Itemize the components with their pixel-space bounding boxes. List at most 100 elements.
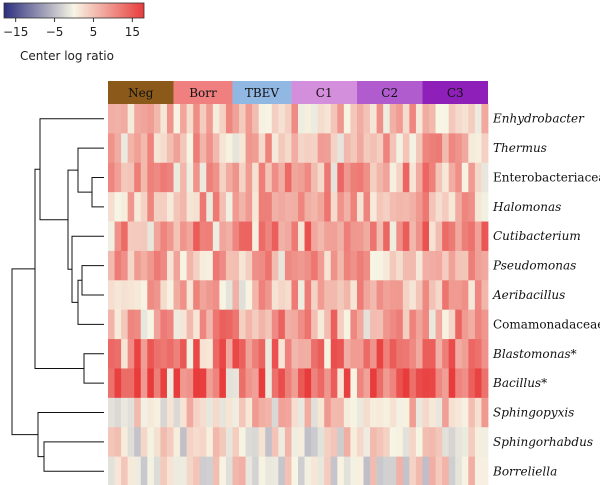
heatmap-cell (180, 427, 188, 458)
heatmap-cell (415, 280, 423, 311)
heatmap-cell (193, 397, 201, 428)
heatmap-cell (468, 133, 476, 164)
heatmap-cell (206, 162, 214, 193)
heatmap-cell (193, 427, 201, 458)
heatmap-cell (298, 250, 305, 281)
heatmap-cell (409, 104, 417, 134)
heatmap-cell (370, 427, 378, 458)
heatmap-cell (415, 368, 423, 399)
heatmap-cell (206, 427, 214, 458)
heatmap-cell (330, 427, 338, 458)
heatmap-cell (363, 427, 371, 458)
row-dendrogram (11, 118, 104, 472)
heatmap-cell (284, 162, 292, 193)
row-label: Aeribacillus (492, 288, 565, 302)
heatmap-cell (127, 280, 135, 311)
row-label: Comamonadaceae (493, 317, 600, 331)
heatmap-cell (422, 221, 430, 252)
column-group-bar (232, 81, 292, 104)
colorbar-title: Center log ratio (20, 49, 114, 63)
dendrogram-branch (39, 118, 104, 221)
heatmap-cell (180, 221, 188, 252)
heatmap-cell (461, 427, 469, 458)
heatmap-cell (265, 456, 273, 485)
heatmap-cell (284, 133, 292, 164)
heatmap-cell (474, 339, 482, 369)
heatmap-cell (429, 162, 436, 193)
heatmap-cell (481, 280, 489, 311)
heatmap-cell (219, 280, 227, 311)
heatmap-cell (153, 427, 161, 458)
row-label: Enterobacteriaceae (493, 170, 600, 184)
heatmap-cell (370, 280, 378, 311)
heatmap-cell (448, 397, 456, 428)
heatmap-cell (232, 309, 240, 340)
heatmap-cell (409, 250, 417, 281)
heatmap-cell (291, 280, 299, 311)
heatmap-cell (206, 133, 214, 164)
heatmap-cell (140, 133, 148, 164)
heatmap-cell (383, 280, 391, 311)
heatmap-cell (337, 427, 345, 458)
heatmap-cell (140, 339, 148, 369)
heatmap-cell (455, 339, 463, 369)
heatmap-cell (422, 309, 430, 340)
heatmap-cell (304, 104, 312, 134)
heatmap-cell (160, 250, 168, 281)
heatmap-cell (448, 250, 456, 281)
heatmap-cell (298, 456, 305, 485)
heatmap-cell (409, 133, 417, 164)
heatmap-cell (160, 397, 168, 428)
heatmap-cell (121, 397, 129, 428)
heatmap-cell (415, 250, 423, 281)
heatmap-cell (363, 339, 371, 369)
heatmap-cell (225, 133, 233, 164)
heatmap-cell (389, 162, 397, 193)
heatmap-cell (180, 309, 188, 340)
heatmap-cell (448, 192, 456, 222)
heatmap-cell (186, 221, 194, 252)
heatmap-cell (134, 133, 142, 164)
heatmap-cell (415, 397, 423, 428)
heatmap-cell (245, 133, 253, 164)
heatmap-cell (160, 133, 168, 164)
heatmap-cell (356, 221, 364, 252)
heatmap-cell (284, 456, 292, 485)
heatmap-cell (330, 192, 338, 222)
heatmap-cell (389, 427, 397, 458)
heatmap-cell (265, 397, 273, 428)
heatmap-cell (422, 250, 430, 281)
heatmap-cell (127, 221, 135, 252)
column-group-bar (422, 81, 488, 104)
heatmap-cell (199, 221, 207, 252)
heatmap-cell (121, 339, 129, 369)
heatmap-cell (324, 162, 332, 193)
heatmap-cell (343, 427, 351, 458)
heatmap-cell (278, 456, 286, 485)
heatmap-cell (370, 104, 378, 134)
heatmap-cell (435, 368, 443, 399)
heatmap-cell (180, 250, 188, 281)
heatmap-cell (278, 368, 286, 399)
heatmap-cell (311, 427, 319, 458)
heatmap-cell (180, 280, 188, 311)
heatmap-cell (108, 104, 115, 134)
heatmap-cell (193, 104, 201, 134)
heatmap-cell (180, 162, 188, 193)
heatmap-cell (343, 280, 351, 311)
heatmap-cell (481, 104, 489, 134)
heatmap-cell (134, 397, 142, 428)
heatmap-cell (396, 368, 404, 399)
heatmap-cell (317, 280, 325, 311)
heatmap-cell (448, 133, 456, 164)
heatmap-cell (232, 162, 240, 193)
heatmap-cell (304, 427, 312, 458)
heatmap-cell (278, 162, 286, 193)
heatmap-cell (455, 250, 463, 281)
heatmap-cell (422, 280, 430, 311)
heatmap-cell (448, 162, 456, 193)
heatmap-cell (298, 368, 305, 399)
heatmap-cell (350, 162, 358, 193)
heatmap-cell (121, 309, 129, 340)
heatmap-cell (173, 309, 181, 340)
